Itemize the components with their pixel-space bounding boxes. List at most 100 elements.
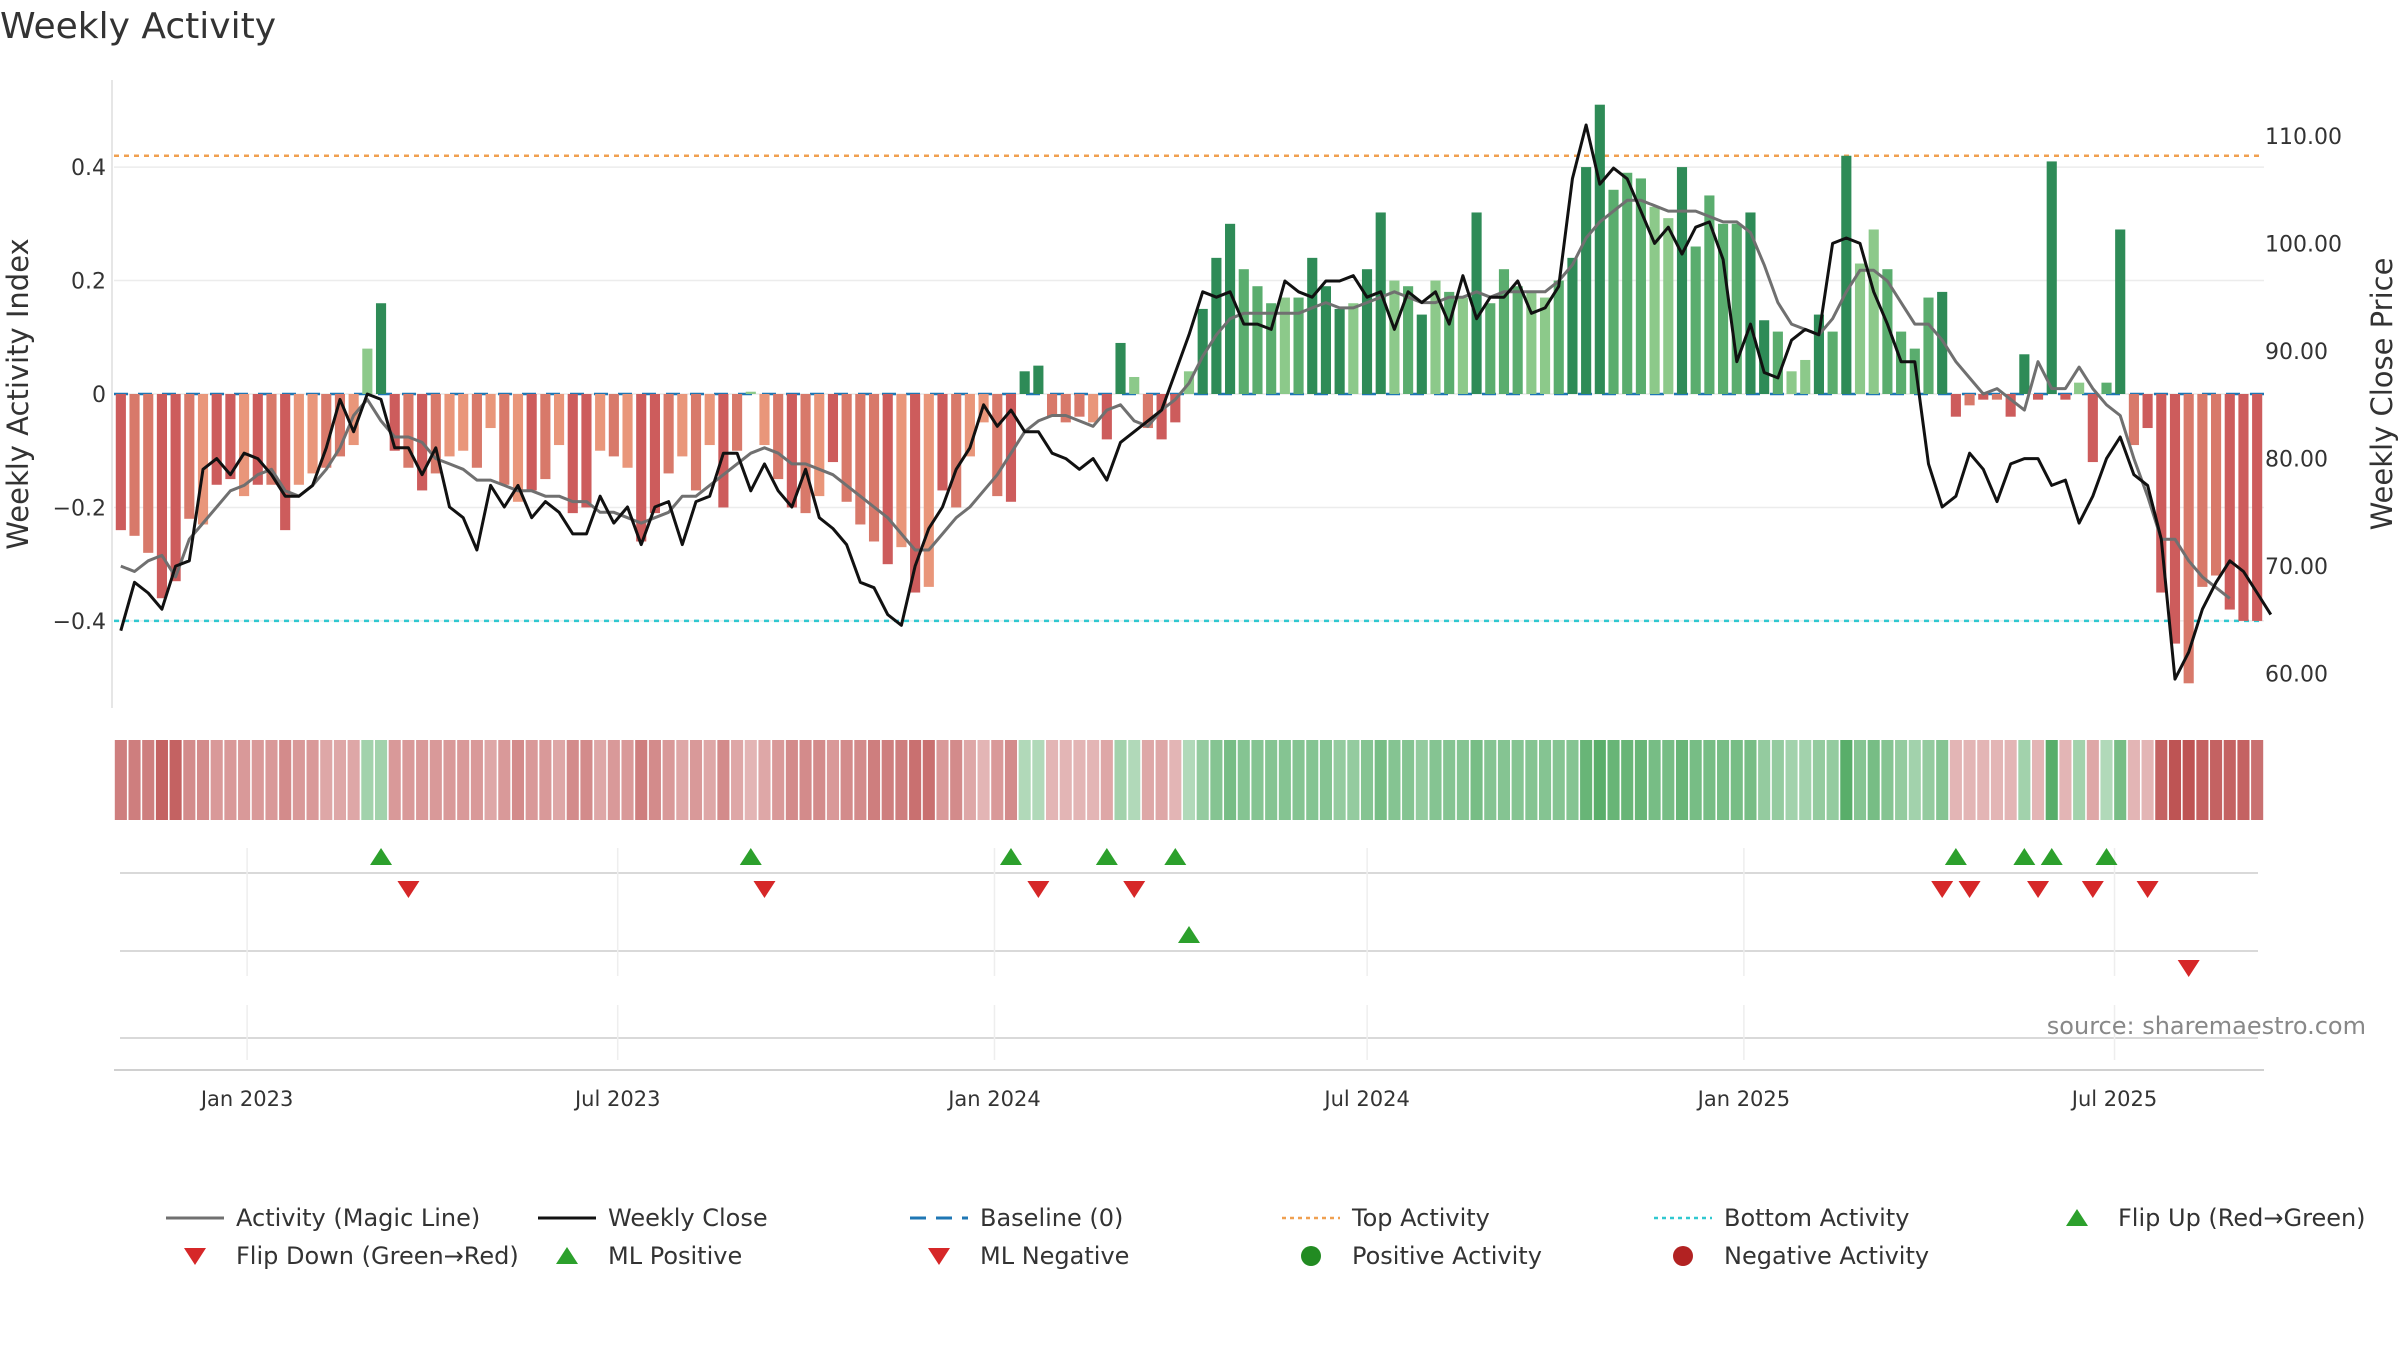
- activity-bar: [800, 394, 811, 514]
- ml-positive-marker: [1178, 926, 1200, 943]
- flip-down-marker: [2027, 881, 2050, 898]
- activity-bar: [1539, 297, 1551, 394]
- heat-cell: [1963, 740, 1976, 820]
- y-axis-label: Weekly Activity Index: [1, 238, 35, 549]
- activity-bar: [252, 394, 263, 485]
- heat-cell: [1689, 740, 1702, 820]
- activity-bar: [923, 394, 934, 587]
- activity-bar: [1581, 167, 1592, 394]
- heat-cell: [1525, 740, 1538, 820]
- heat-cell: [114, 740, 127, 820]
- heat-cell: [1210, 740, 1223, 820]
- heat-cell: [2155, 740, 2168, 820]
- y-tick-label: −0.4: [53, 610, 106, 635]
- activity-bar: [1348, 303, 1359, 394]
- activity-bar: [1197, 308, 1208, 394]
- series-lines: [119, 123, 2273, 681]
- activity-bar: [773, 394, 784, 480]
- activity-bar: [1060, 394, 1071, 423]
- activity-bar: [375, 303, 387, 394]
- activity-bar: [266, 394, 277, 485]
- heat-cell: [1306, 740, 1319, 820]
- activity-bar: [2115, 229, 2126, 394]
- heat-cell: [1456, 740, 1469, 820]
- activity-bar: [1074, 394, 1085, 417]
- activity-bar: [1991, 394, 2003, 400]
- flip-up-marker: [999, 848, 1022, 865]
- y-axis-left: 0.4 0.2 0 −0.2 −0.4: [53, 156, 106, 635]
- heat-cell: [1662, 740, 1675, 820]
- heat-cell: [361, 740, 374, 820]
- legend-label: Flip Up (Red→Green): [2118, 1204, 2366, 1232]
- activity-bar: [1115, 342, 1126, 394]
- activity-bar: [197, 394, 209, 525]
- heat-cell: [1675, 740, 1689, 820]
- legend-swatch: [928, 1248, 950, 1265]
- activity-bar: [841, 394, 852, 502]
- activity-bar: [1307, 257, 1318, 394]
- activity-bar: [964, 394, 975, 457]
- activity-bar: [389, 394, 400, 451]
- activity-bar: [2128, 394, 2139, 446]
- heat-cell: [1333, 740, 1346, 820]
- activity-bar: [2156, 394, 2167, 593]
- heat-cell: [1429, 740, 1442, 820]
- heat-cell: [1881, 740, 1894, 820]
- legend-swatch: [1673, 1246, 1693, 1266]
- heat-cell: [142, 740, 155, 820]
- legend-label: Bottom Activity: [1724, 1204, 1909, 1232]
- activity-bar: [1471, 212, 1482, 394]
- activity-bar: [2046, 161, 2057, 394]
- heat-cell: [1799, 740, 1812, 820]
- activity-bar: [2197, 394, 2208, 587]
- heat-cell: [1812, 740, 1825, 820]
- heat-cell: [1018, 740, 1031, 820]
- heat-cell: [443, 740, 456, 820]
- activity-bar: [293, 394, 304, 485]
- activity-bar: [1923, 297, 1934, 394]
- activity-bar: [143, 394, 154, 553]
- heat-cell: [224, 740, 237, 820]
- flip-down-marker: [1123, 881, 1146, 898]
- heat-cell: [977, 740, 990, 820]
- activity-bar: [280, 394, 291, 531]
- activity-bar: [1457, 297, 1468, 394]
- activity-bar: [2142, 394, 2153, 429]
- heat-cell: [799, 740, 812, 820]
- heat-cell: [717, 740, 730, 820]
- activity-bar: [1882, 269, 1893, 394]
- heat-cell: [2073, 740, 2086, 820]
- activity-bar: [1676, 167, 1688, 394]
- activity-bar: [1416, 314, 1427, 394]
- legend-label: Top Activity: [1351, 1204, 1490, 1232]
- activity-bar: [2005, 394, 2016, 417]
- activity-bar: [1293, 297, 1304, 394]
- heat-cell: [1265, 740, 1278, 820]
- heat-cell: [238, 740, 251, 820]
- activity-bar: [910, 394, 921, 593]
- activity-heatstrip: [114, 740, 2264, 820]
- activity-bar: [499, 394, 510, 485]
- heat-cell: [347, 740, 360, 820]
- activity-bar: [156, 394, 167, 599]
- heat-cell: [2045, 740, 2058, 820]
- heat-cell: [539, 740, 552, 820]
- heat-cell: [1319, 740, 1332, 820]
- heat-cell: [2210, 740, 2223, 820]
- activity-bar: [2032, 394, 2044, 400]
- activity-bar: [553, 394, 565, 446]
- heat-cell: [1867, 740, 1880, 820]
- heat-cell: [895, 740, 908, 820]
- heat-cell: [1634, 740, 1647, 820]
- ml-negative-marker: [2177, 960, 2200, 977]
- heat-cell: [1936, 740, 1949, 820]
- activity-bar: [745, 391, 756, 394]
- legend-label: Baseline (0): [980, 1204, 1123, 1232]
- activity-bar: [1375, 212, 1386, 394]
- activity-bar: [2060, 394, 2071, 400]
- heat-cell: [1415, 740, 1428, 820]
- heat-cell: [1155, 740, 1168, 820]
- heat-cell: [1580, 740, 1593, 820]
- heat-cell: [128, 740, 141, 820]
- activity-bar: [1608, 189, 1619, 394]
